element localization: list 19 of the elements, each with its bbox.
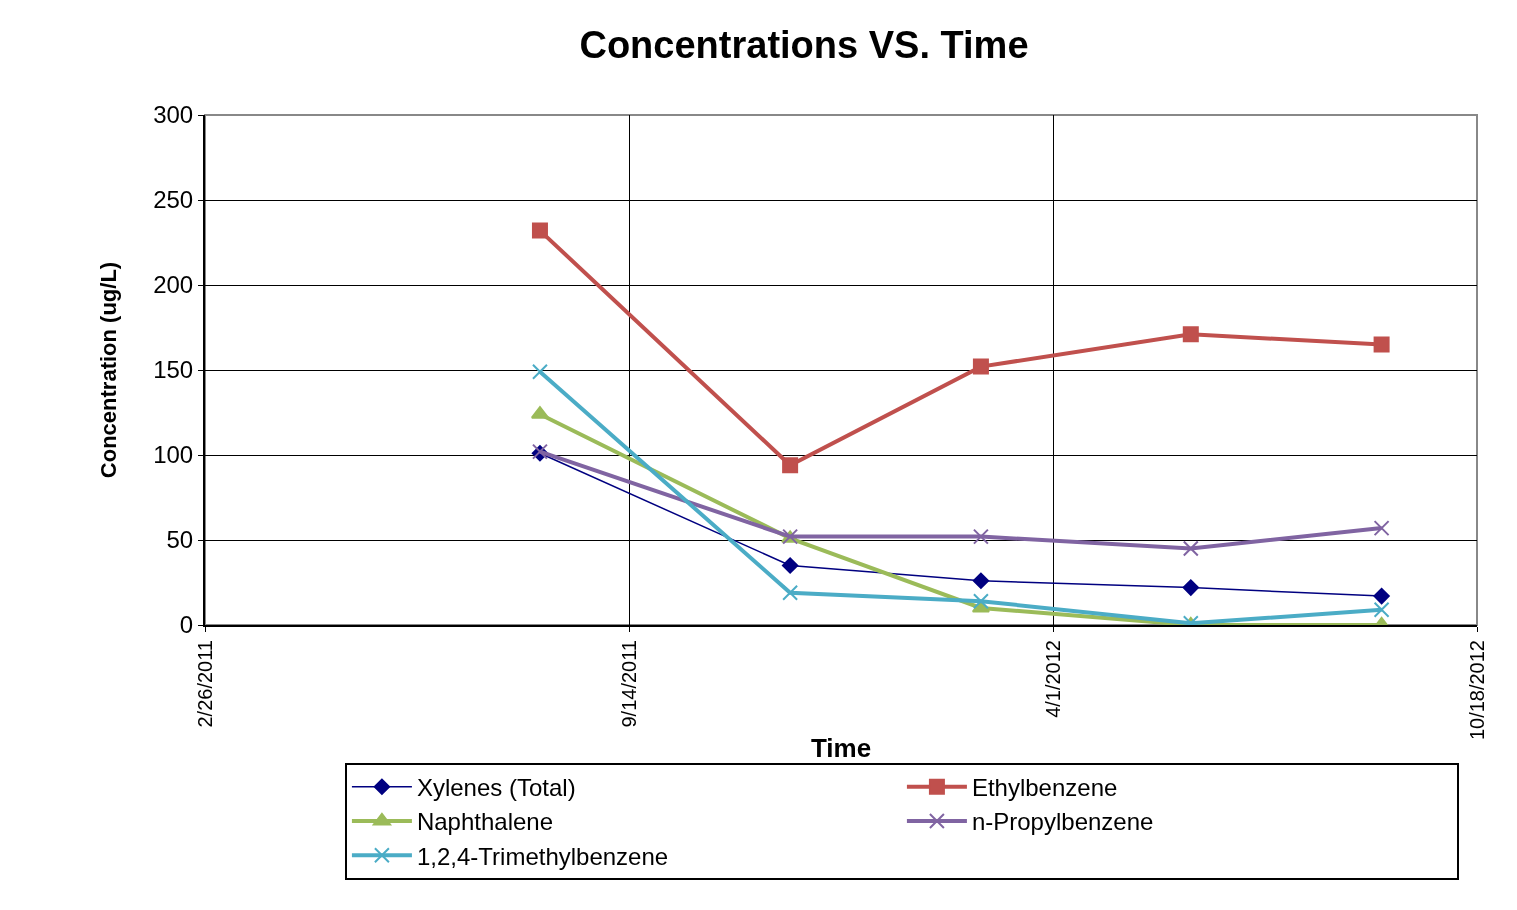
y-axis-title: Concentration (ug/L) <box>96 261 122 479</box>
y-tick-label: 200 <box>153 271 194 299</box>
x-tick-label: 4/1/2012 <box>1041 640 1064 718</box>
y-tick-label: 100 <box>153 441 194 469</box>
x-axis-title: Time <box>810 733 872 764</box>
legend-label: Xylenes (Total) <box>416 774 576 802</box>
y-tick-label: 300 <box>153 101 194 129</box>
y-tick-label: 250 <box>153 186 194 214</box>
x-tick-label: 10/18/2012 <box>1465 640 1488 741</box>
x-tick-label: 9/14/2011 <box>617 640 640 728</box>
chart-title: Concentrations VS. Time <box>579 24 1029 67</box>
legend-label: 1,2,4-Trimethylbenzene <box>416 842 669 870</box>
x-tick-label: 2/26/2011 <box>193 640 216 728</box>
y-tick-label: 50 <box>166 526 194 554</box>
legend-label: n-Propylbenzene <box>971 808 1154 836</box>
legend-label: Naphthalene <box>416 808 554 836</box>
y-tick-label: 0 <box>179 611 194 639</box>
legend-label: Ethylbenzene <box>971 774 1118 802</box>
y-tick-label: 150 <box>153 356 194 384</box>
